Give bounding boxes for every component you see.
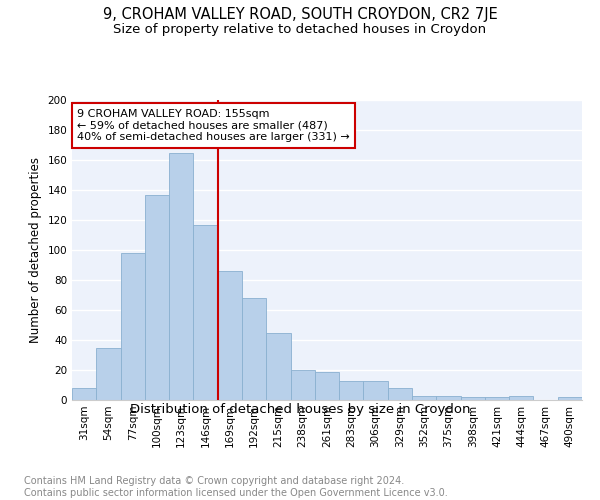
- Bar: [193, 224, 218, 400]
- Bar: [436, 396, 461, 400]
- Bar: [412, 396, 436, 400]
- Bar: [290, 370, 315, 400]
- Bar: [145, 194, 169, 400]
- Text: 9, CROHAM VALLEY ROAD, SOUTH CROYDON, CR2 7JE: 9, CROHAM VALLEY ROAD, SOUTH CROYDON, CR…: [103, 8, 497, 22]
- Bar: [121, 253, 145, 400]
- Bar: [388, 388, 412, 400]
- Bar: [96, 348, 121, 400]
- Bar: [169, 152, 193, 400]
- Bar: [558, 397, 582, 400]
- Bar: [218, 271, 242, 400]
- Bar: [339, 380, 364, 400]
- Bar: [461, 397, 485, 400]
- Bar: [266, 332, 290, 400]
- Text: Size of property relative to detached houses in Croydon: Size of property relative to detached ho…: [113, 22, 487, 36]
- Text: Contains HM Land Registry data © Crown copyright and database right 2024.
Contai: Contains HM Land Registry data © Crown c…: [24, 476, 448, 498]
- Bar: [509, 396, 533, 400]
- Y-axis label: Number of detached properties: Number of detached properties: [29, 157, 42, 343]
- Bar: [242, 298, 266, 400]
- Bar: [485, 397, 509, 400]
- Bar: [72, 388, 96, 400]
- Bar: [364, 380, 388, 400]
- Text: Distribution of detached houses by size in Croydon: Distribution of detached houses by size …: [130, 402, 470, 415]
- Text: 9 CROHAM VALLEY ROAD: 155sqm
← 59% of detached houses are smaller (487)
40% of s: 9 CROHAM VALLEY ROAD: 155sqm ← 59% of de…: [77, 109, 350, 142]
- Bar: [315, 372, 339, 400]
